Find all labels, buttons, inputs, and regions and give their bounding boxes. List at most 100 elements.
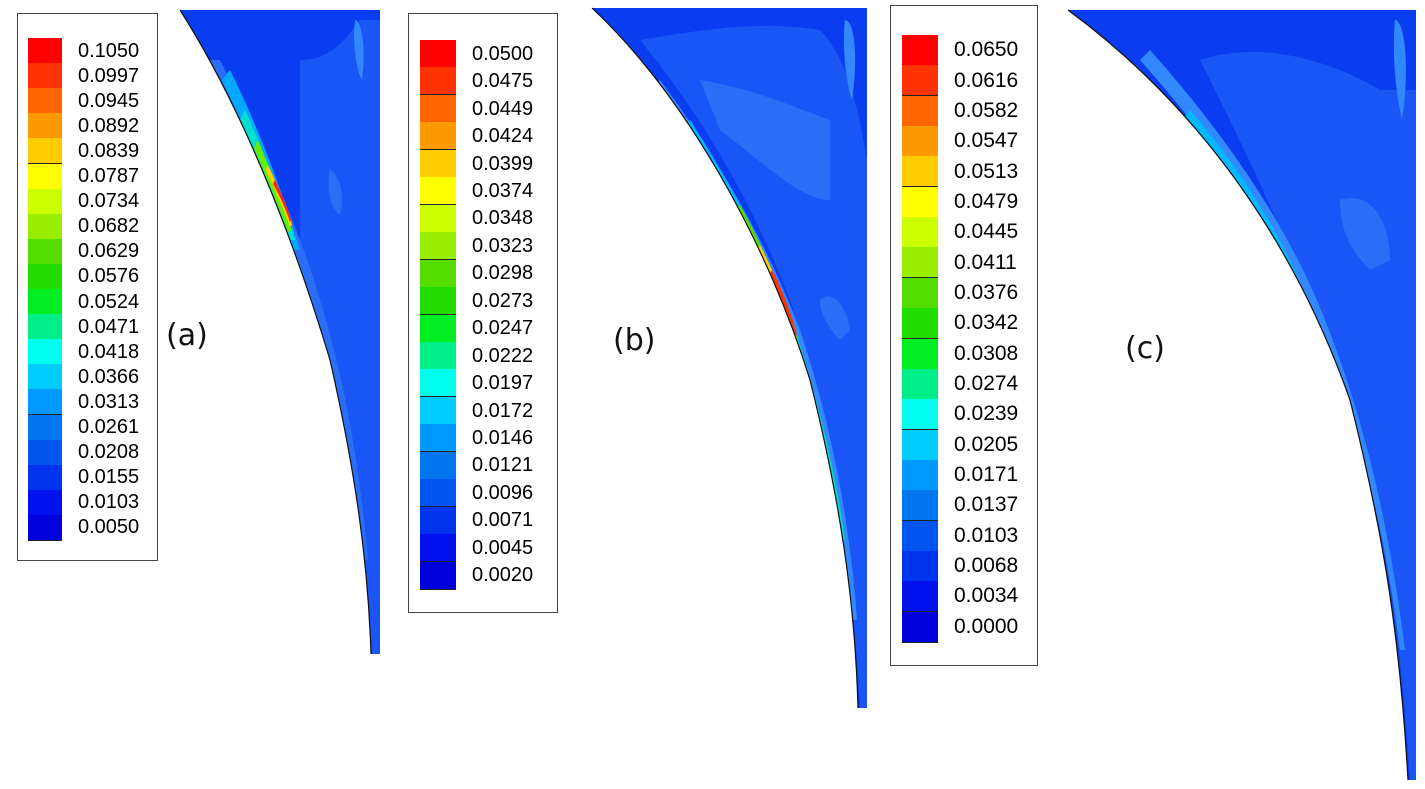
legend-c-tick-label: 0.0103 (954, 523, 1019, 547)
legend-a-tick-label: 0.0892 (78, 114, 140, 137)
legend-a-tick-label: 0.0734 (78, 190, 140, 213)
legend-a-swatch (28, 289, 62, 315)
legend-a-tick-label: 0.0418 (78, 340, 140, 363)
legend-a-tick-label: 0.0839 (78, 139, 140, 162)
legend-b-swatch (420, 534, 456, 563)
legend-b-swatch (420, 94, 456, 123)
legend-b-tick-label: 0.0146 (472, 427, 534, 450)
legend-b-tick-label: 0.0348 (472, 207, 534, 230)
contour-plot-c (1068, 10, 1416, 780)
legend-c-tick-label: 0.0582 (954, 98, 1019, 122)
legend-b-tick-label: 0.0399 (472, 152, 534, 175)
legend-c-swatch (902, 247, 938, 279)
legend-c-swatch (902, 126, 938, 158)
legend-b-tick-label: 0.0273 (472, 289, 534, 312)
legend-c-tick-label: 0.0239 (954, 402, 1019, 426)
legend-a-swatch (28, 514, 62, 541)
legend-a-tick-label: 0.0261 (78, 416, 140, 439)
legend-b-tick-label: 0.0222 (472, 344, 534, 367)
legend-c-swatch (902, 611, 938, 643)
legend-b-swatch (420, 177, 456, 206)
legend-c-tick-label: 0.0513 (954, 159, 1019, 183)
legend-c-swatch (902, 490, 938, 522)
legend-a-swatch (28, 414, 62, 441)
legend-c-tick-label: 0.0616 (954, 68, 1019, 92)
legend-b-tick-label: 0.0096 (472, 481, 534, 504)
legend-b-swatch (420, 424, 456, 453)
legend-a-tick-label: 0.0050 (78, 516, 140, 539)
legend-a-swatch (28, 439, 62, 466)
legend-a-tick-label: 0.0682 (78, 215, 140, 238)
legend-c-swatch (902, 338, 938, 370)
legend-b-tick-label: 0.0071 (472, 509, 534, 532)
legend-b-swatch (420, 204, 456, 233)
legend-b-tick-label: 0.0424 (472, 125, 534, 148)
legend-a-swatch (28, 38, 62, 64)
legend-a-swatch (28, 163, 62, 190)
legend-b-swatch (420, 67, 456, 96)
legend-b-tick-label: 0.0020 (472, 564, 534, 587)
legend-b-swatch (420, 396, 456, 425)
legend-b-tick-label: 0.0323 (472, 234, 534, 257)
legend-a-swatch (28, 138, 62, 165)
legend-b-swatch (420, 287, 456, 316)
legend-c-tick-label: 0.0205 (954, 432, 1019, 456)
legend-a-tick-label: 0.0787 (78, 165, 140, 188)
legend-c-tick-label: 0.0068 (954, 554, 1019, 578)
legend-c-swatch (902, 368, 938, 400)
legend-b-swatch (420, 40, 456, 68)
legend-c-swatch (902, 399, 938, 431)
legend-a-swatch (28, 63, 62, 90)
legend-b-swatch (420, 561, 456, 590)
legend-c-swatch (902, 581, 938, 613)
legend-a-tick-label: 0.0997 (78, 64, 140, 87)
legend-b-tick-label: 0.0298 (472, 262, 534, 285)
panel-label-b: (b) (613, 323, 656, 358)
legend-c-swatch (902, 95, 938, 127)
legend-b-swatch (420, 506, 456, 535)
legend-a-swatch (28, 188, 62, 215)
legend-c-tick-label: 0.0479 (954, 189, 1019, 213)
legend-a-tick-label: 0.0208 (78, 441, 140, 464)
legend-b-tick-label: 0.0197 (472, 372, 534, 395)
legend-a-swatch (28, 314, 62, 341)
legend-c-swatch (902, 459, 938, 491)
legend-c-swatch (902, 156, 938, 188)
legend-b-tick-label: 0.0247 (472, 317, 534, 340)
legend-c-swatch (902, 520, 938, 552)
legend-c-swatch (902, 308, 938, 340)
legend-a-swatch (28, 238, 62, 265)
legend-b-swatch (420, 479, 456, 508)
legend-c-swatch (902, 65, 938, 97)
legend-a-tick-label: 0.0313 (78, 390, 140, 413)
legend-c-swatch (902, 277, 938, 309)
legend-b-swatch (420, 122, 456, 151)
legend-b-swatch (420, 232, 456, 261)
legend-c-tick-label: 0.0445 (954, 220, 1019, 244)
legend-a-tick-label: 0.0576 (78, 265, 140, 288)
legend-c-swatch (902, 217, 938, 249)
legend-c-tick-label: 0.0650 (954, 38, 1019, 62)
legend-a-tick-label: 0.0524 (78, 290, 140, 313)
legend-a-swatch (28, 339, 62, 366)
legend-b-swatch (420, 341, 456, 370)
legend-c-tick-label: 0.0411 (954, 250, 1017, 274)
legend-c-swatch (902, 186, 938, 218)
legend-a-swatch (28, 213, 62, 240)
legend-a-swatch (28, 389, 62, 416)
legend-a-swatch (28, 489, 62, 516)
legend-a-swatch (28, 88, 62, 115)
legend-c-tick-label: 0.0137 (954, 493, 1019, 517)
legend-a-tick-label: 0.1050 (78, 39, 140, 62)
legend-c-tick-label: 0.0034 (954, 584, 1019, 608)
legend-b-swatch (420, 451, 456, 480)
legend-a-tick-label: 0.0103 (78, 491, 140, 514)
legend-a-tick-label: 0.0366 (78, 365, 140, 388)
legend-a-tick-label: 0.0945 (78, 89, 140, 112)
legend-b-tick-label: 0.0121 (472, 454, 534, 477)
legend-c-tick-label: 0.0000 (954, 614, 1019, 638)
legend-b-swatch (420, 314, 456, 343)
legend-b-tick-label: 0.0045 (472, 536, 534, 559)
legend-a-tick-label: 0.0471 (78, 315, 140, 338)
